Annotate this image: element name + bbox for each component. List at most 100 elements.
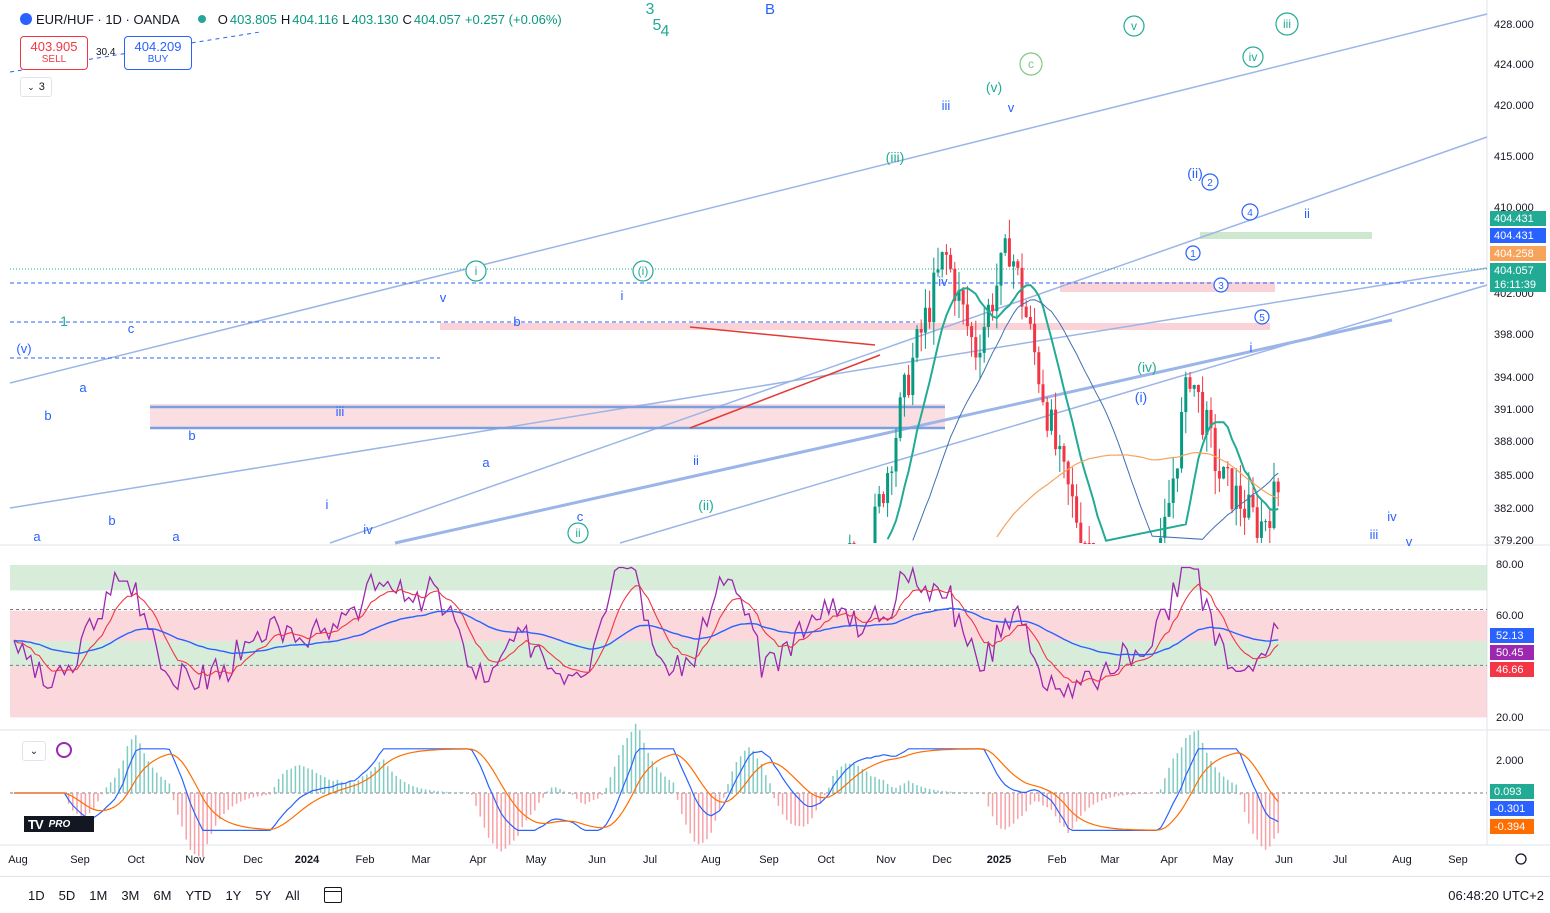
candle-body	[1259, 521, 1263, 538]
candle-body	[1205, 409, 1209, 435]
timeframe-5d[interactable]: 5D	[58, 887, 76, 903]
candle-body	[848, 543, 852, 544]
candle-body	[902, 374, 906, 398]
candle-body	[932, 272, 936, 323]
settings-gear-icon	[1515, 853, 1527, 865]
candle-body	[1247, 494, 1251, 518]
price-axis-badge-label: 404.431	[1494, 213, 1534, 225]
candle-body	[1175, 468, 1179, 479]
sell-price: 403.905	[30, 39, 78, 54]
candle-body	[911, 357, 915, 396]
time-axis-label: 2025	[987, 854, 1011, 866]
candle-body	[1066, 461, 1070, 485]
timeframe-1y[interactable]: 1Y	[225, 887, 242, 903]
candle-body	[1028, 316, 1032, 324]
candle-body	[1188, 377, 1192, 389]
wave-label: b	[44, 408, 51, 423]
wave-label: b	[108, 513, 115, 528]
candle-body	[974, 337, 978, 358]
price-axis-badge	[1490, 277, 1546, 292]
timeframe-5y[interactable]: 5Y	[255, 887, 272, 903]
candle-body	[1171, 478, 1175, 503]
candle-body	[1083, 543, 1087, 544]
circled-wave-marker	[1213, 277, 1229, 293]
price-axis-badge-label: 404.057	[1494, 265, 1534, 277]
price-axis-badge	[1490, 211, 1546, 226]
time-axis-label: Feb	[1048, 854, 1067, 866]
timeframe-6m[interactable]: 6M	[153, 887, 172, 903]
refresh-icon[interactable]	[56, 742, 72, 758]
symbol-header[interactable]: EUR/HUF · 1D · OANDA O 403.805 H 404.116 L…	[20, 10, 562, 28]
timeframe-ytd[interactable]: YTD	[185, 887, 212, 903]
timeframe-1m[interactable]: 1M	[89, 887, 108, 903]
logo-mark: TV	[28, 816, 44, 832]
wave-label: b	[188, 428, 195, 443]
close-label: C	[402, 11, 412, 27]
price-axis-tick: 382.000	[1494, 503, 1534, 515]
calendar-icon[interactable]	[323, 887, 342, 903]
time-axis-label: Aug	[8, 854, 28, 866]
macd-axis-badge	[1490, 784, 1534, 799]
price-axis-tick: 398.000	[1494, 329, 1534, 341]
candle-body	[1213, 427, 1217, 472]
time-axis-label: Apr	[1160, 854, 1177, 866]
candle-body	[1217, 471, 1221, 479]
candle-body	[852, 543, 856, 544]
candle-body	[1087, 543, 1091, 544]
wave-label: a	[482, 455, 490, 470]
candle-body	[1020, 267, 1024, 307]
macd-axis-badge-label: -0.301	[1494, 803, 1525, 815]
circled-wave-marker	[1254, 309, 1270, 325]
chevron-down-icon: ⌄	[27, 81, 35, 92]
candle-body	[1255, 507, 1259, 538]
pane-collapse-button[interactable]: ⌄	[22, 741, 46, 761]
timeframe-1d[interactable]: 1D	[28, 887, 45, 903]
sell-button[interactable]: 403.905 SELL	[20, 36, 88, 70]
candle-body	[1058, 445, 1062, 450]
timeframe-all[interactable]: All	[285, 887, 300, 903]
candle-body	[886, 472, 890, 504]
candle-body	[1012, 261, 1016, 267]
candle-body	[1238, 485, 1242, 509]
wave-label: i	[326, 497, 329, 512]
macd-axis-tick: 2.000	[1496, 755, 1524, 767]
candle-body	[957, 290, 961, 301]
macd-axis-badge-label: -0.394	[1494, 821, 1525, 833]
channel-line	[9, 267, 1488, 509]
wave-label: iii	[1370, 527, 1379, 542]
channel-line	[394, 318, 1393, 545]
bottom-toolbar: 1D 5D 1M 3M 6M YTD 1Y 5Y All 06:48:20 UT…	[0, 876, 1550, 913]
indicators-collapse-button[interactable]: ⌄ 3	[20, 77, 52, 97]
wave-label: B	[765, 1, 775, 18]
indicator-count: 3	[38, 81, 45, 93]
spread-value: 30.4	[96, 47, 116, 58]
symbol-title[interactable]: EUR/HUF · 1D · OANDA	[36, 11, 180, 27]
price-axis-badge-label: 404.431	[1494, 230, 1534, 242]
buy-button[interactable]: 404.209 BUY	[124, 36, 192, 70]
market-status-icon	[197, 15, 206, 23]
wave-label: i	[1250, 340, 1253, 355]
rsi-ma-line	[13, 583, 1279, 684]
time-axis-label: May	[1213, 854, 1234, 866]
time-axis-label: Nov	[185, 854, 205, 866]
time-axis-label: Aug	[1392, 854, 1412, 866]
circled-wave-label: iv	[1249, 50, 1258, 64]
circled-wave-marker	[1241, 203, 1259, 221]
circled-wave-label: 2	[1207, 178, 1213, 189]
candle-body	[999, 252, 1003, 286]
candle-body	[1201, 392, 1205, 435]
wave-label: (v)	[16, 341, 31, 356]
time-axis-label: Dec	[932, 854, 952, 866]
wave-label: c	[577, 509, 584, 524]
red-trendline	[689, 326, 876, 346]
time-axis-label: Oct	[817, 854, 834, 866]
candle-body	[1079, 522, 1083, 543]
candle-body	[1159, 537, 1163, 543]
clock-readout[interactable]: 06:48:20 UTC+2	[1448, 887, 1544, 903]
candle-body	[1054, 409, 1058, 450]
time-axis-label: Oct	[127, 854, 144, 866]
macd-axis-badge	[1490, 819, 1534, 834]
wave-label: 3	[646, 1, 655, 18]
timeframe-3m[interactable]: 3M	[121, 887, 140, 903]
